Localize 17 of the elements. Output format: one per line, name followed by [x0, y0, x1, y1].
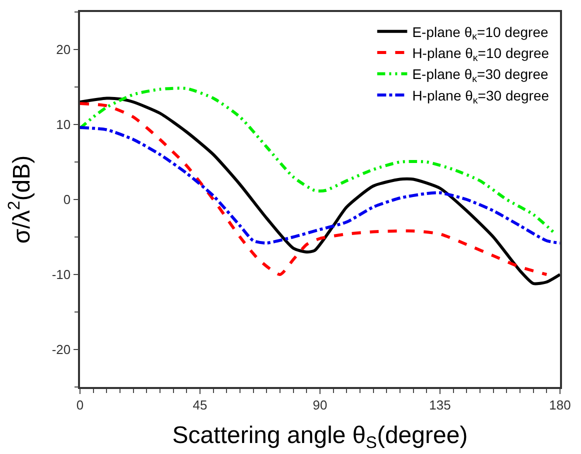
line-series — [80, 126, 560, 244]
x-tick-label: 45 — [192, 397, 208, 412]
x-tick-label: 0 — [76, 397, 84, 412]
x-tick-label: 180 — [549, 397, 571, 412]
legend-label: H-plane θ$_{κ}$=30 degree — [412, 87, 550, 106]
legend-label: H-plane θ$_{κ}$=10 degree — [412, 45, 550, 64]
x-tick-label: 90 — [312, 397, 328, 412]
line-series — [80, 86, 556, 235]
y-tick-label: 10 — [56, 117, 71, 132]
x-axis-title: Scattering angle θ$_{S}$(degree) — [172, 422, 468, 452]
legend-label: E-plane θ$_{κ}$=30 degree — [412, 66, 548, 86]
y-tick-label: -20 — [52, 342, 71, 358]
y-tick-label: 20 — [56, 42, 71, 58]
y-tick-label: 0 — [63, 192, 71, 208]
y-tick-label: -10 — [52, 267, 71, 282]
x-tick-label: 135 — [429, 397, 451, 412]
legend-label: E-plane θ$_{κ}$=10 degree — [412, 24, 548, 43]
